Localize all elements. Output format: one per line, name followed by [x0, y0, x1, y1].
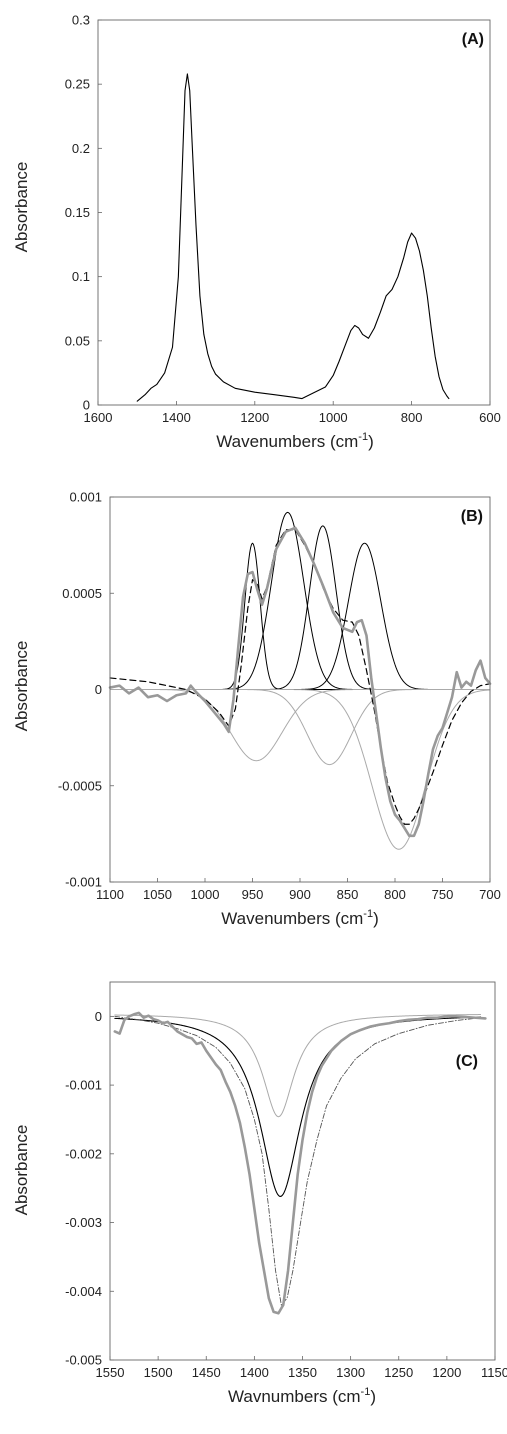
panel-c-ylabel: Absorbance: [12, 1125, 31, 1216]
panel-a-xlabel-end: ): [368, 432, 374, 451]
panel-a-y-tick-label: 0: [83, 398, 90, 413]
panel-a-y-tick-label: 0.1: [72, 269, 90, 284]
panel-b-component-6: [109, 689, 491, 850]
panel-b-x-tick-label: 800: [384, 887, 406, 902]
panel-a-x-tick-label: 1600: [84, 410, 113, 425]
panel-c-y-tick-label: 0: [95, 1009, 102, 1024]
panel-b-ylabel: Absorbance: [12, 641, 31, 732]
panel-a-y-tick-label: 0.15: [65, 205, 90, 220]
panel-b-component-1: [109, 511, 491, 690]
panel-c-series-1: [113, 1011, 487, 1315]
panel-c-y-tick-label: -0.001: [65, 1078, 102, 1093]
panel-b-tag: (B): [461, 508, 483, 525]
panel-a-x-tick-label: 1000: [319, 410, 348, 425]
panel-c-x-tick-label: 1400: [240, 1365, 269, 1380]
panel-b-xlabel-sup: -1: [363, 908, 373, 920]
panel-c-xlabel-end: ): [370, 1387, 376, 1406]
panel-b-x-tick-label: 950: [242, 887, 264, 902]
panel-c: Absorbance 1550 1500 1450 1400 1350 1300 1250 1…: [12, 981, 507, 1406]
panel-a-xlabel-main: Wavenumbers (cm: [216, 432, 358, 451]
panel-a-series-0: [136, 73, 450, 402]
panel-b-plot-area: 1100 1050 1000 950 900 850 800 750 700 -0.001 -0.0…: [58, 490, 501, 903]
panel-b-series-1: [108, 526, 492, 838]
panel-c-y-tick-label: -0.003: [65, 1215, 102, 1230]
panel-c-x-tick-label: 1550: [96, 1365, 125, 1380]
panel-b: Absorbance 1100 1050 1000 950 900 850 800 750 70…: [12, 490, 501, 929]
panel-b-y-tick-label: 0: [95, 682, 102, 697]
panel-a-y-tick-label: 0.2: [72, 141, 90, 156]
panel-c-x-tick-label: 1350: [288, 1365, 317, 1380]
panel-b-y-tick-label: -0.0005: [58, 778, 102, 793]
panel-c-xlabel-main: Wavnumbers (cm: [228, 1387, 361, 1406]
panel-b-y-tick-label: 0.001: [69, 490, 102, 505]
panel-c-x-tick-label: 1450: [192, 1365, 221, 1380]
panel-c-xlabel: Wavnumbers (cm-1): [228, 1386, 376, 1406]
panel-c-x-tick-label: 1250: [384, 1365, 413, 1380]
panel-a-tag: (A): [462, 31, 484, 48]
panel-c-x-tick-label: 1150: [481, 1365, 507, 1380]
panel-c-tag: (C): [456, 1053, 478, 1070]
panel-b-xlabel-end: ): [373, 909, 379, 928]
panel-b-xlabel-main: Wavenumbers (cm: [221, 909, 363, 928]
panel-b-x-tick-label: 850: [337, 887, 359, 902]
panel-a-x-tick-label: 1400: [162, 410, 191, 425]
panel-b-y-tick-label: -0.001: [65, 875, 102, 890]
panel-c-y-tick-label: -0.004: [65, 1284, 102, 1299]
panel-c-y-tick-label: -0.005: [65, 1353, 102, 1368]
panel-a-x-tick-label: 600: [479, 410, 501, 425]
panel-c-plot-area: 1550 1500 1450 1400 1350 1300 1250 1200 1150 -0.0…: [65, 1009, 507, 1380]
panel-a-x-tick-label: 1200: [240, 410, 269, 425]
panel-b-component-2: [109, 525, 491, 690]
panel-b-y-tick-label: 0.0005: [62, 586, 102, 601]
panel-b-frame: [109, 496, 491, 883]
panel-a-frame: [97, 19, 491, 406]
panel-a-plot-area: 1600 1400 1200 1000 800 600 0 0.05 0.1 0.15 0.2 0.2…: [65, 13, 501, 426]
panel-c-x-tick-label: 1500: [144, 1365, 173, 1380]
panel-c-component-0: [114, 1014, 482, 1118]
panel-b-component-3: [109, 542, 491, 690]
panel-c-xlabel-sup: -1: [361, 1386, 371, 1398]
panel-a: Absorbance 1600 1400 1200 1000 800 600 0 0.05 0.…: [12, 13, 501, 452]
panel-a-y-tick-label: 0.05: [65, 333, 90, 348]
panel-b-x-tick-label: 1000: [191, 887, 220, 902]
panel-b-xlabel: Wavenumbers (cm-1): [221, 908, 378, 928]
panel-a-y-tick-label: 0.25: [65, 77, 90, 92]
panel-b-component-0: [109, 542, 491, 690]
panel-a-x-tick-label: 800: [401, 410, 423, 425]
panel-a-y-tick-label: 0.3: [72, 13, 90, 28]
panel-b-x-tick-label: 750: [432, 887, 454, 902]
panel-b-x-tick-label: 700: [479, 887, 501, 902]
panel-b-series-0: [109, 529, 491, 825]
panel-a-xlabel: Wavenumbers (cm-1): [216, 431, 373, 451]
panel-b-x-tick-label: 900: [289, 887, 311, 902]
panel-c-frame: [109, 981, 496, 1361]
panel-a-xlabel-sup: -1: [358, 431, 368, 443]
panel-b-x-tick-label: 1050: [143, 887, 172, 902]
panel-c-series-0: [114, 1015, 482, 1306]
panel-c-y-tick-label: -0.002: [65, 1146, 102, 1161]
panel-a-ylabel: Absorbance: [12, 162, 31, 253]
panel-c-x-tick-label: 1200: [432, 1365, 461, 1380]
panel-b-x-tick-label: 1100: [96, 887, 124, 902]
panel-c-x-tick-label: 1300: [336, 1365, 365, 1380]
